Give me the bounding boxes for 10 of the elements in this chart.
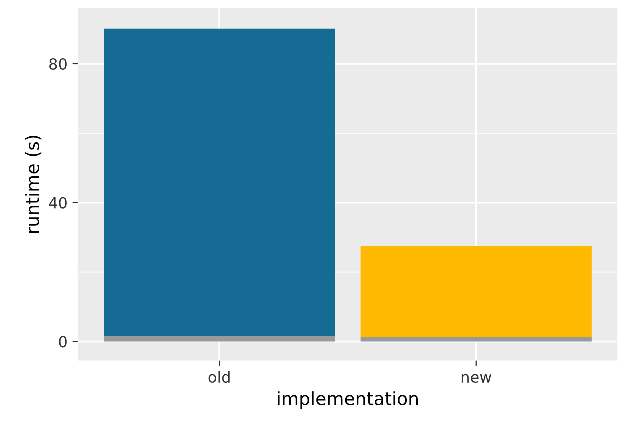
y-tick-label: 80 — [50, 58, 67, 70]
y-axis-title: runtime (s) — [25, 136, 42, 234]
y-tick-label: 40 — [49, 197, 67, 209]
bar — [360, 338, 592, 342]
y-tick-label: 0 — [59, 336, 67, 348]
x-axis-title: implementation — [278, 392, 418, 410]
bar — [360, 246, 592, 338]
x-tick-label: new — [462, 374, 492, 384]
bar — [104, 336, 336, 342]
x-tick-label: old — [208, 371, 230, 384]
